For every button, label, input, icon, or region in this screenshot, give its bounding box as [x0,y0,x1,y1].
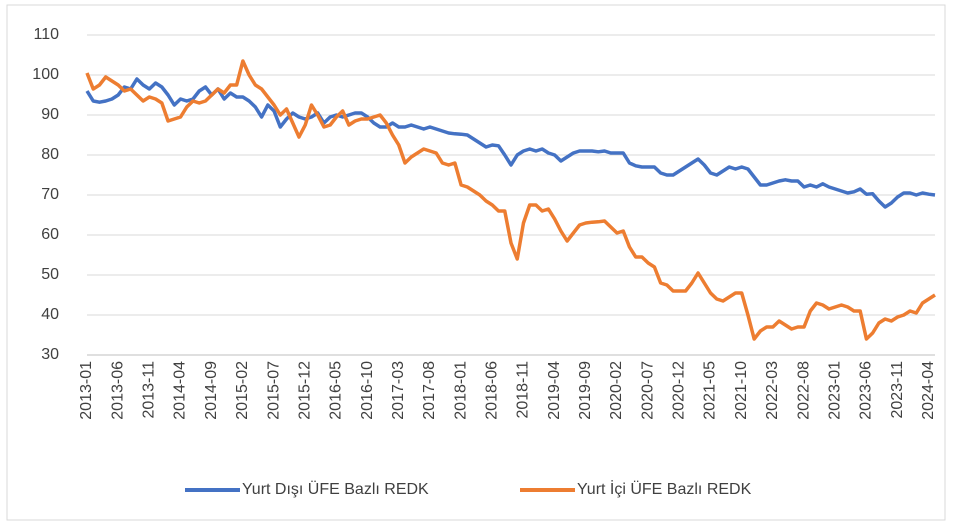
y-tick-label: 40 [41,306,59,323]
x-tick-label: 2016-10 [359,361,376,420]
x-tick-label: 2018-01 [452,361,469,420]
x-tick-label: 2019-09 [577,361,594,420]
y-tick-label: 100 [32,66,59,83]
legend-label: Yurt İçi ÜFE Bazlı REDK [577,479,752,498]
x-tick-label: 2013-01 [78,361,95,420]
x-tick-label: 2017-03 [390,361,407,420]
chart-border [6,4,946,521]
y-tick-label: 110 [33,26,59,43]
x-tick-label: 2020-02 [608,361,625,420]
x-tick-label: 2023-01 [826,361,843,420]
x-tick-label: 2015-12 [296,361,313,420]
line-series [85,77,936,209]
x-tick-label: 2022-08 [795,361,812,420]
x-tick-label: 2015-07 [265,361,282,420]
x-tick-label: 2021-10 [733,361,750,420]
line-series [85,59,936,341]
x-tick-label: 2022-03 [764,361,781,420]
x-tick-label: 2024-04 [920,361,937,420]
x-tick-label: 2014-09 [203,361,220,420]
x-tick-label: 2019-04 [546,361,563,420]
y-tick-label: 30 [41,346,59,363]
y-tick-label: 80 [41,146,59,163]
x-tick-label: 2023-06 [858,361,875,420]
x-tick-label: 2015-02 [234,361,251,420]
y-tick-label: 60 [41,226,59,243]
x-tick-label: 2018-11 [515,361,532,419]
y-tick-label: 50 [41,266,59,283]
y-tick-label: 90 [41,106,59,123]
x-tick-label: 2020-07 [639,361,656,420]
x-tick-label: 2013-06 [109,361,126,420]
x-tick-label: 2023-11 [889,361,906,419]
x-tick-label: 2018-06 [484,361,501,420]
x-tick-label: 2013-11 [141,361,158,419]
x-tick-label: 2021-05 [702,361,719,420]
legend-label: Yurt Dışı ÜFE Bazlı REDK [242,480,429,498]
x-tick-label: 2020-12 [671,361,688,420]
x-tick-label: 2017-08 [421,361,438,420]
x-tick-label: 2016-05 [328,361,345,420]
x-tick-label: 2014-04 [172,361,189,420]
y-tick-label: 70 [41,186,59,203]
